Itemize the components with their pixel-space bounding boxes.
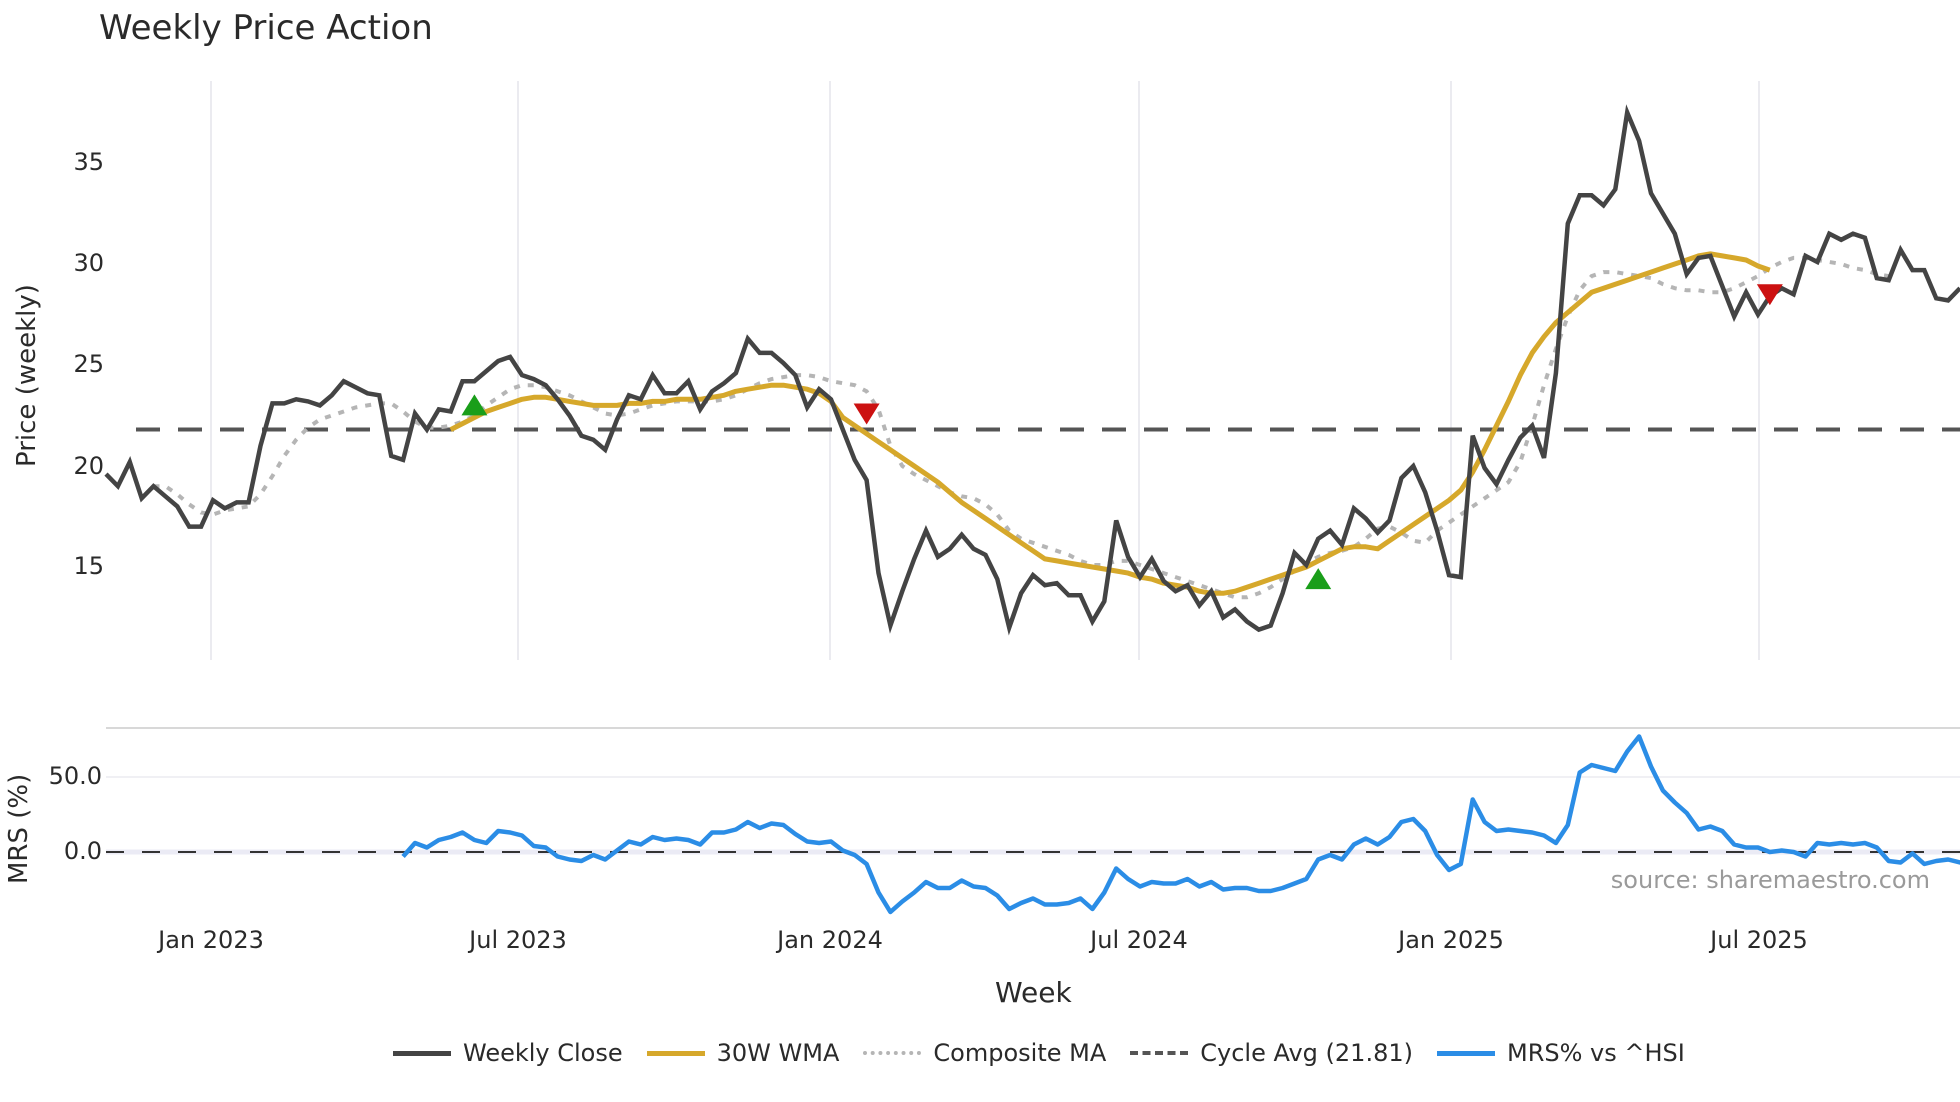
composite-ma-line (153, 255, 1890, 600)
price-tick-35: 35 (73, 148, 104, 176)
price-axis-label: Price (weekly) (12, 284, 42, 467)
solid-line-icon (1436, 1050, 1495, 1056)
source-attribution: source: sharemaestro.com (1610, 866, 1930, 894)
legend-item-composite-ma[interactable]: Composite MA (863, 1039, 1106, 1067)
price-tick-15: 15 (73, 552, 104, 580)
price-tick-30: 30 (73, 249, 104, 277)
legend-label: 30W WMA (716, 1039, 840, 1067)
wma-30w-line (449, 251, 1771, 596)
buy-signal-up-triangle-icon (1305, 568, 1332, 590)
price-tick-20: 20 (73, 452, 104, 480)
legend-item-mrs[interactable]: MRS% vs ^HSI (1436, 1039, 1685, 1067)
signal-markers (461, 284, 1783, 590)
legend-item-cycle-avg[interactable]: Cycle Avg (21.81) (1130, 1039, 1413, 1067)
sell-signal-down-triangle-icon (853, 403, 880, 425)
x-tick-jul-2025: Jul 2025 (1710, 926, 1808, 954)
price-vertical-gridlines (210, 81, 1760, 660)
dotted-line-icon (863, 1051, 922, 1055)
mrs-tick-0: 0.0 (63, 837, 102, 865)
dashed-line-icon (1130, 1051, 1189, 1055)
chart-title: Weekly Price Action (99, 8, 433, 48)
legend-item-30w-wma[interactable]: 30W WMA (646, 1039, 840, 1067)
x-tick-jul-2023: Jul 2023 (469, 926, 567, 954)
x-tick-jan-2023: Jan 2023 (158, 926, 264, 954)
buy-signal-up-triangle-icon (461, 394, 488, 416)
x-axis-label: Week (995, 976, 1072, 1009)
sell-signal-down-triangle-icon (1756, 284, 1783, 306)
legend-item-weekly-close[interactable]: Weekly Close (393, 1039, 623, 1067)
legend: Weekly Close 30W WMA Composite MA Cycle … (393, 1036, 1709, 1070)
price-tick-25: 25 (73, 350, 104, 378)
mrs-axis-label: MRS (%) (4, 773, 34, 884)
weekly-close-line (104, 104, 1960, 636)
x-tick-jul-2024: Jul 2024 (1090, 926, 1188, 954)
solid-line-icon (646, 1050, 705, 1056)
x-tick-jan-2025: Jan 2025 (1398, 926, 1504, 954)
x-tick-jan-2024: Jan 2024 (777, 926, 883, 954)
mrs-tick-50: 50.0 (48, 762, 102, 790)
mrs-line (401, 734, 1960, 915)
legend-label: MRS% vs ^HSI (1506, 1039, 1685, 1067)
solid-line-icon (393, 1050, 451, 1056)
legend-label: Weekly Close (463, 1039, 623, 1067)
legend-label: Composite MA (933, 1039, 1107, 1067)
legend-label: Cycle Avg (21.81) (1200, 1039, 1413, 1067)
